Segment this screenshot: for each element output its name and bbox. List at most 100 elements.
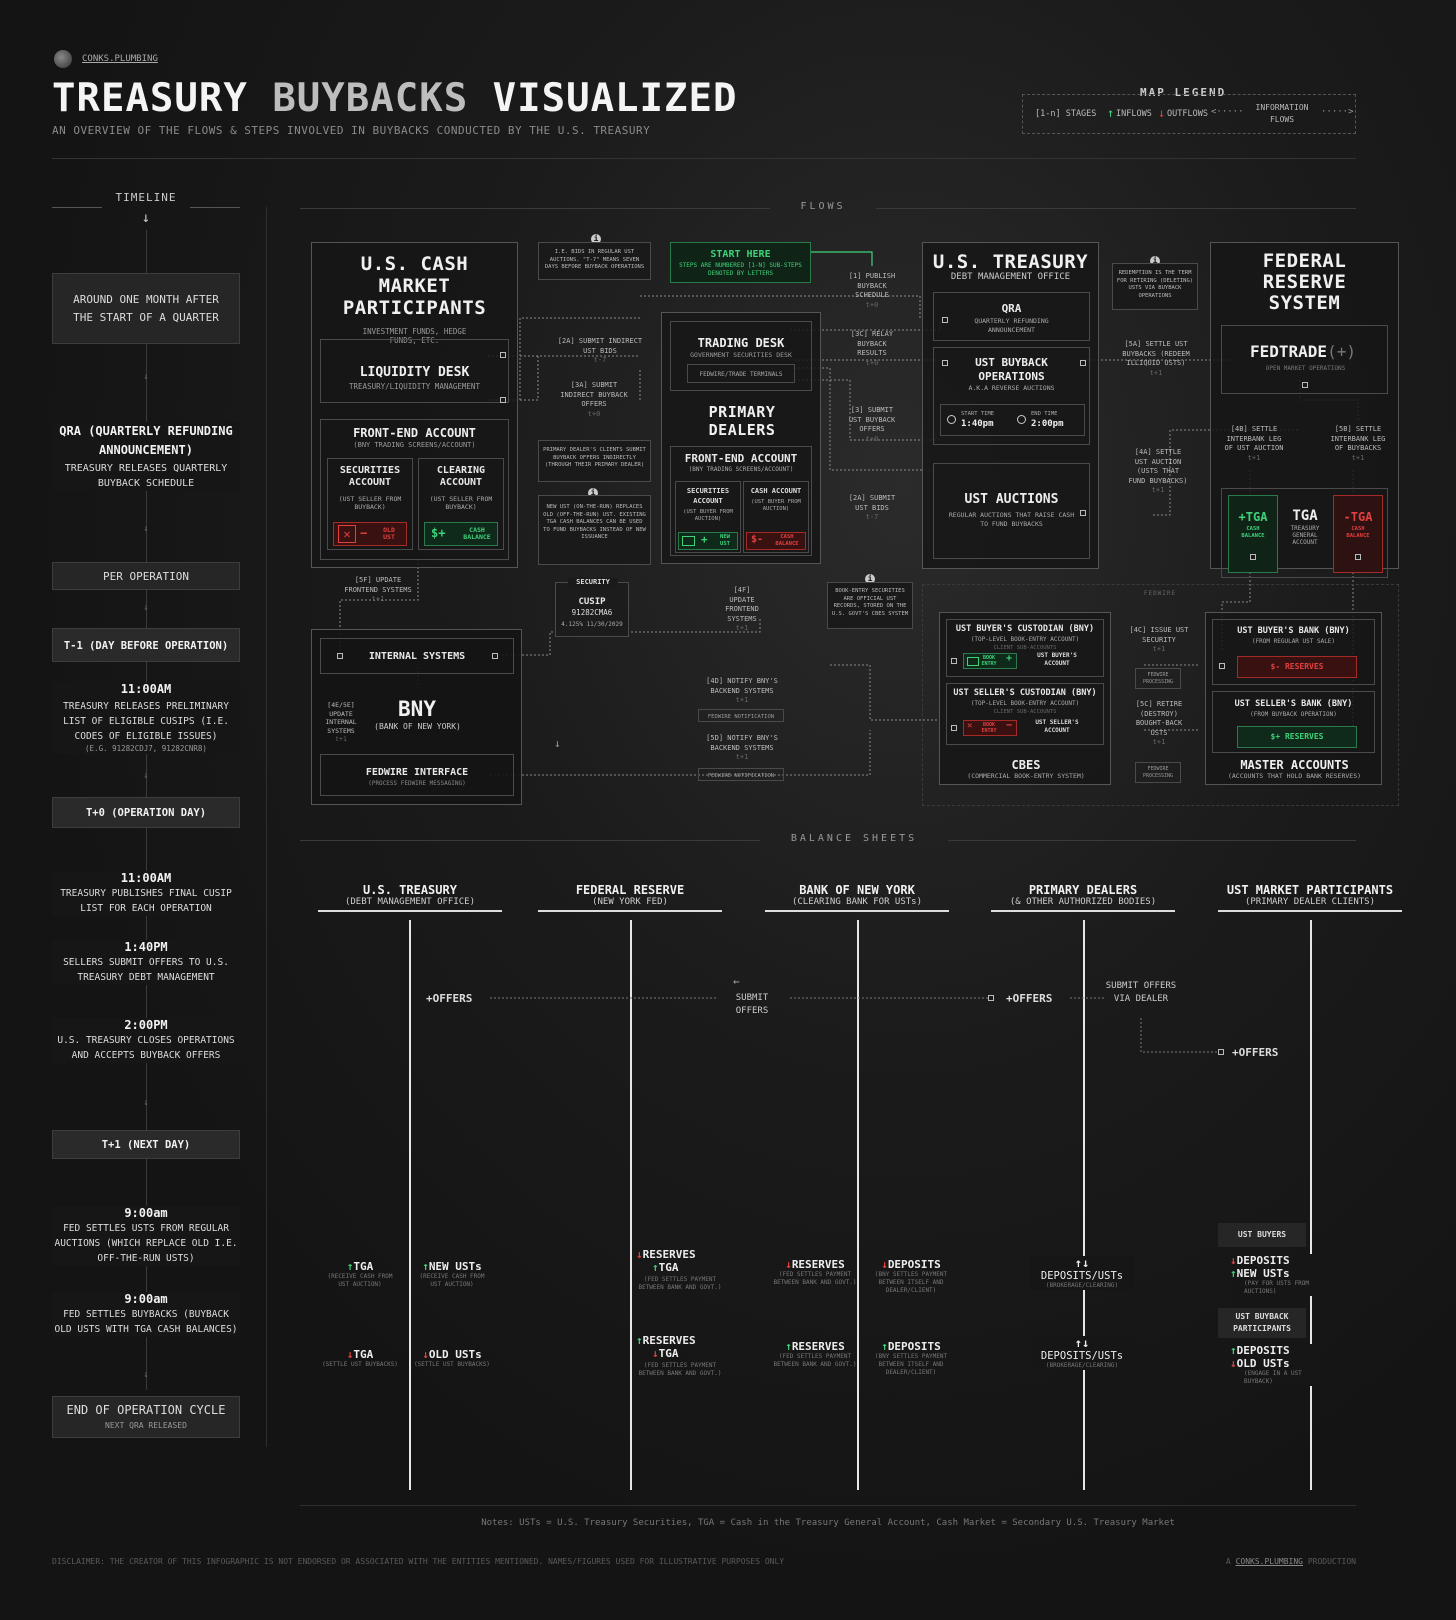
outflow-arrow-icon: ↓ [346, 1348, 354, 1361]
fedwire-terminals[interactable]: FEDWIRE/TRADE TERMINALS [687, 364, 795, 383]
step-4e-label: [4e/5e] UPDATE INTERNAL SYSTEMS t+1 [325, 701, 357, 743]
ust-buyback-operations[interactable]: UST BUYBACK OPERATIONS A.K.A REVERSE AUC… [933, 347, 1090, 445]
bs-column-header: FEDERAL RESERVE (NEW YORK FED) [538, 883, 722, 912]
cbes-block: UST BUYER'S CUSTODIAN (BNY) (TOP-LEVEL B… [939, 612, 1111, 785]
seller-custodian[interactable]: UST SELLER'S CUSTODIAN (BNY) (TOP-LEVEL … [946, 683, 1104, 745]
brand-name[interactable]: CONKS.PLUMBING [82, 54, 158, 64]
bs-dealers-entry-1: ↑↓ DEPOSITS/USTs (BROKERAGE/CLEARING) [1030, 1256, 1134, 1290]
seller-bank[interactable]: UST SELLER'S BANK (BNY) (FROM BUYBACK OP… [1212, 691, 1375, 753]
buyer-bank[interactable]: UST BUYER'S BANK (BNY) (FROM REGULAR UST… [1212, 619, 1375, 685]
legend-outflows: OUTFLOWS [1167, 109, 1208, 119]
clearing-account-seller[interactable]: CLEARING ACCOUNT (UST SELLER FROM BUYBAC… [418, 458, 504, 550]
timeline-arrow-icon: ↓ [143, 372, 149, 382]
buyback-participants-tag: UST BUYBACK PARTICIPANTS [1218, 1308, 1306, 1338]
dealer-cash-account[interactable]: CASH ACCOUNT (UST BUYER FROM AUCTION) $-… [743, 481, 809, 553]
connector-node [1355, 554, 1361, 560]
internal-systems[interactable]: INTERNAL SYSTEMS [320, 638, 514, 674]
ust-auctions[interactable]: UST AUCTIONS REGULAR AUCTIONS THAT RAISE… [933, 463, 1090, 559]
bny-subtitle: (BANK OF NEW YORK) [374, 722, 461, 731]
qra-box[interactable]: QRA QUARTERLY REFUNDING ANNOUNCEMENT [933, 292, 1090, 341]
fedwire-notification-2: FEDWIRE NOTIFICATION [698, 768, 784, 781]
bs-fed-entry-2: ↑RESERVES ↓TGA (FED SETTLES PAYMENT BETW… [636, 1334, 722, 1377]
page-title: TREASURY BUYBACKS VISUALIZED [52, 76, 737, 121]
securities-account-seller[interactable]: SECURITIES ACCOUNT (UST SELLER FROM BUYB… [327, 458, 413, 550]
legend-info-flows: INFORMATION FLOWS [1255, 103, 1309, 124]
flows-title: FLOWS [800, 201, 846, 212]
outflow-arrow-icon: ↓ [785, 1258, 792, 1271]
connector-node [951, 725, 957, 731]
cash-market-sub: INVESTMENT FUNDS, HEDGE FUNDS, ETC. [362, 327, 467, 345]
connector-node [1302, 382, 1308, 388]
step-4f-label: [4f] UPDATE FRONTEND SYSTEMS t+1 [725, 586, 759, 632]
brand-logo [54, 50, 72, 68]
timeline-right-border [266, 207, 267, 1447]
clock-icon [947, 415, 956, 424]
book-entry-note: BOOK-ENTRY SECURITIES ARE OFFICIAL UST R… [827, 582, 913, 629]
footer-disclaimer: DISCLAIMER: THE CREATOR OF THIS INFOGRAP… [52, 1557, 785, 1566]
step-3-label: [3] SUBMIT UST BUYBACK OFFERS t+0 [848, 406, 896, 443]
page-subtitle: AN OVERVIEW OF THE FLOWS & STEPS INVOLVE… [52, 124, 651, 137]
step-5c-label: [5c] RETIRE (DESTROY) BOUGHT-BACK USTs t… [1135, 700, 1183, 746]
bs-column-header: UST MARKET PARTICIPANTS (PRIMARY DEALER C… [1218, 883, 1402, 912]
us-treasury-block: U.S. TREASURY DEBT MANAGEMENT OFFICE QRA… [922, 242, 1099, 569]
bs-column-header: U.S. TREASURY (DEBT MANAGEMENT OFFICE) [318, 883, 502, 912]
us-treasury-title: U.S. TREASURY [932, 251, 1089, 273]
dotted-arrow-left-icon: <····· [1211, 107, 1244, 117]
connector-node [942, 317, 948, 323]
step-3c-label: [3C] RELAY BUYBACK RESULTS t+0 [850, 330, 894, 367]
timeline-title: TIMELINE [115, 191, 177, 204]
dealer-frontend-account[interactable]: FRONT-END ACCOUNT (BNY TRADING SCREENS/A… [670, 446, 812, 556]
connector-node [1250, 554, 1256, 560]
outflow-arrow-icon: ↓ [1230, 1254, 1237, 1267]
step-4a-label: [4a] SETTLE UST AUCTION (USTs THAT FUND … [1128, 448, 1188, 494]
bs-column-sub: (& OTHER AUTHORIZED BODIES) [1009, 897, 1157, 907]
balance-sheets-title: BALANCE SHEETS [790, 833, 918, 844]
inflow-arrow-icon: ↑ [636, 1334, 643, 1347]
fedtrade-label: FEDTRADE(+) [1250, 342, 1356, 361]
bs-column-name: PRIMARY DEALERS [1028, 883, 1138, 897]
inflow-arrow-icon: ↑ [1107, 106, 1115, 120]
down-arrow-icon: ↓ [554, 737, 561, 750]
time-window: START TIME 1:40pm END TIME 2:00pm [940, 404, 1085, 436]
bs-column-line [857, 920, 859, 1490]
fedwire-notification-1: FEDWIRE NOTIFICATION [698, 709, 784, 722]
offers-label-participants: +OFFERS [1232, 1046, 1279, 1059]
outflow-arrow-icon: ↓ [422, 1348, 429, 1361]
outflow-arrow-icon: ↓ [881, 1258, 888, 1271]
fedtrade-box[interactable]: FEDTRADE(+) OPEN MARKET OPERATIONS [1221, 325, 1388, 394]
offers-label-treasury: +OFFERS [426, 992, 473, 1005]
buyer-custodian[interactable]: UST BUYER'S CUSTODIAN (BNY) (TOP-LEVEL B… [946, 619, 1104, 677]
left-arrow-icon: ← [733, 975, 740, 988]
timeline-end-cycle: END OF OPERATION CYCLE NEXT QRA RELEASED [52, 1396, 240, 1438]
fedwire-processing-1: FEDWIRE PROCESSING [1135, 668, 1181, 689]
footer-credit: A CONKS.PLUMBING PRODUCTION [1225, 1557, 1356, 1566]
bs-column-name: U.S. TREASURY [363, 883, 457, 897]
dealer-securities-account[interactable]: SECURITIES ACCOUNT (UST BUYER FROM AUCTI… [675, 481, 741, 553]
connector-node [500, 352, 506, 358]
connector-node [951, 658, 957, 664]
fedwire-interface[interactable]: FEDWIRE INTERFACE (PROCESS FEDWIRE MESSA… [320, 754, 514, 796]
security-cusip-card[interactable]: SECURITY CUSIP 91282CMA6 4.125% 11/30/20… [555, 578, 629, 637]
header-divider [52, 158, 1356, 159]
trading-desk[interactable]: TRADING DESK GOVERNMENT SECURITIES DESK … [670, 321, 812, 391]
reserves-plus: $+ RESERVES [1237, 726, 1357, 748]
legend-title: MAP LEGEND [1140, 86, 1227, 99]
cash-market-frontend-account[interactable]: FRONT-END ACCOUNT (BNY TRADING SCREENS/A… [320, 419, 509, 560]
flows-rule-left [300, 208, 770, 209]
federal-reserve-block: FEDERAL RESERVE SYSTEM FEDTRADE(+) OPEN … [1210, 242, 1399, 578]
redemption-note: REDEMPTION IS THE TERM FOR RETIRING (DEL… [1112, 263, 1198, 310]
connector-node [500, 397, 506, 403]
timeline-t1-block: 11:00AM TREASURY RELEASES PRELIMINARY LI… [52, 682, 240, 754]
info-icon: i [588, 488, 598, 498]
bs-column-name: FEDERAL RESERVE [575, 883, 685, 897]
connector-node [1080, 360, 1086, 366]
primary-dealers-block: TRADING DESK GOVERNMENT SECURITIES DESK … [661, 312, 821, 564]
credit-link[interactable]: CONKS.PLUMBING [1235, 1557, 1303, 1566]
timeline-per-operation: PER OPERATION [52, 562, 240, 590]
start-here-box[interactable]: START HERE STEPS ARE NUMBERED [1-n] SUB-… [670, 242, 811, 283]
bs-column-line [409, 920, 411, 1490]
timeline-t0: T+0 (OPERATION DAY) [52, 797, 240, 828]
step-5b-label: [5b] SETTLE INTERBANK LEG OF BUYBACKS t+… [1330, 425, 1386, 462]
book-entry-minus: ✕ BOOK ENTRY − [963, 720, 1017, 736]
liquidity-desk[interactable]: LIQUIDITY DESK TREASURY/LIQUIDITY MANAGE… [320, 339, 509, 403]
